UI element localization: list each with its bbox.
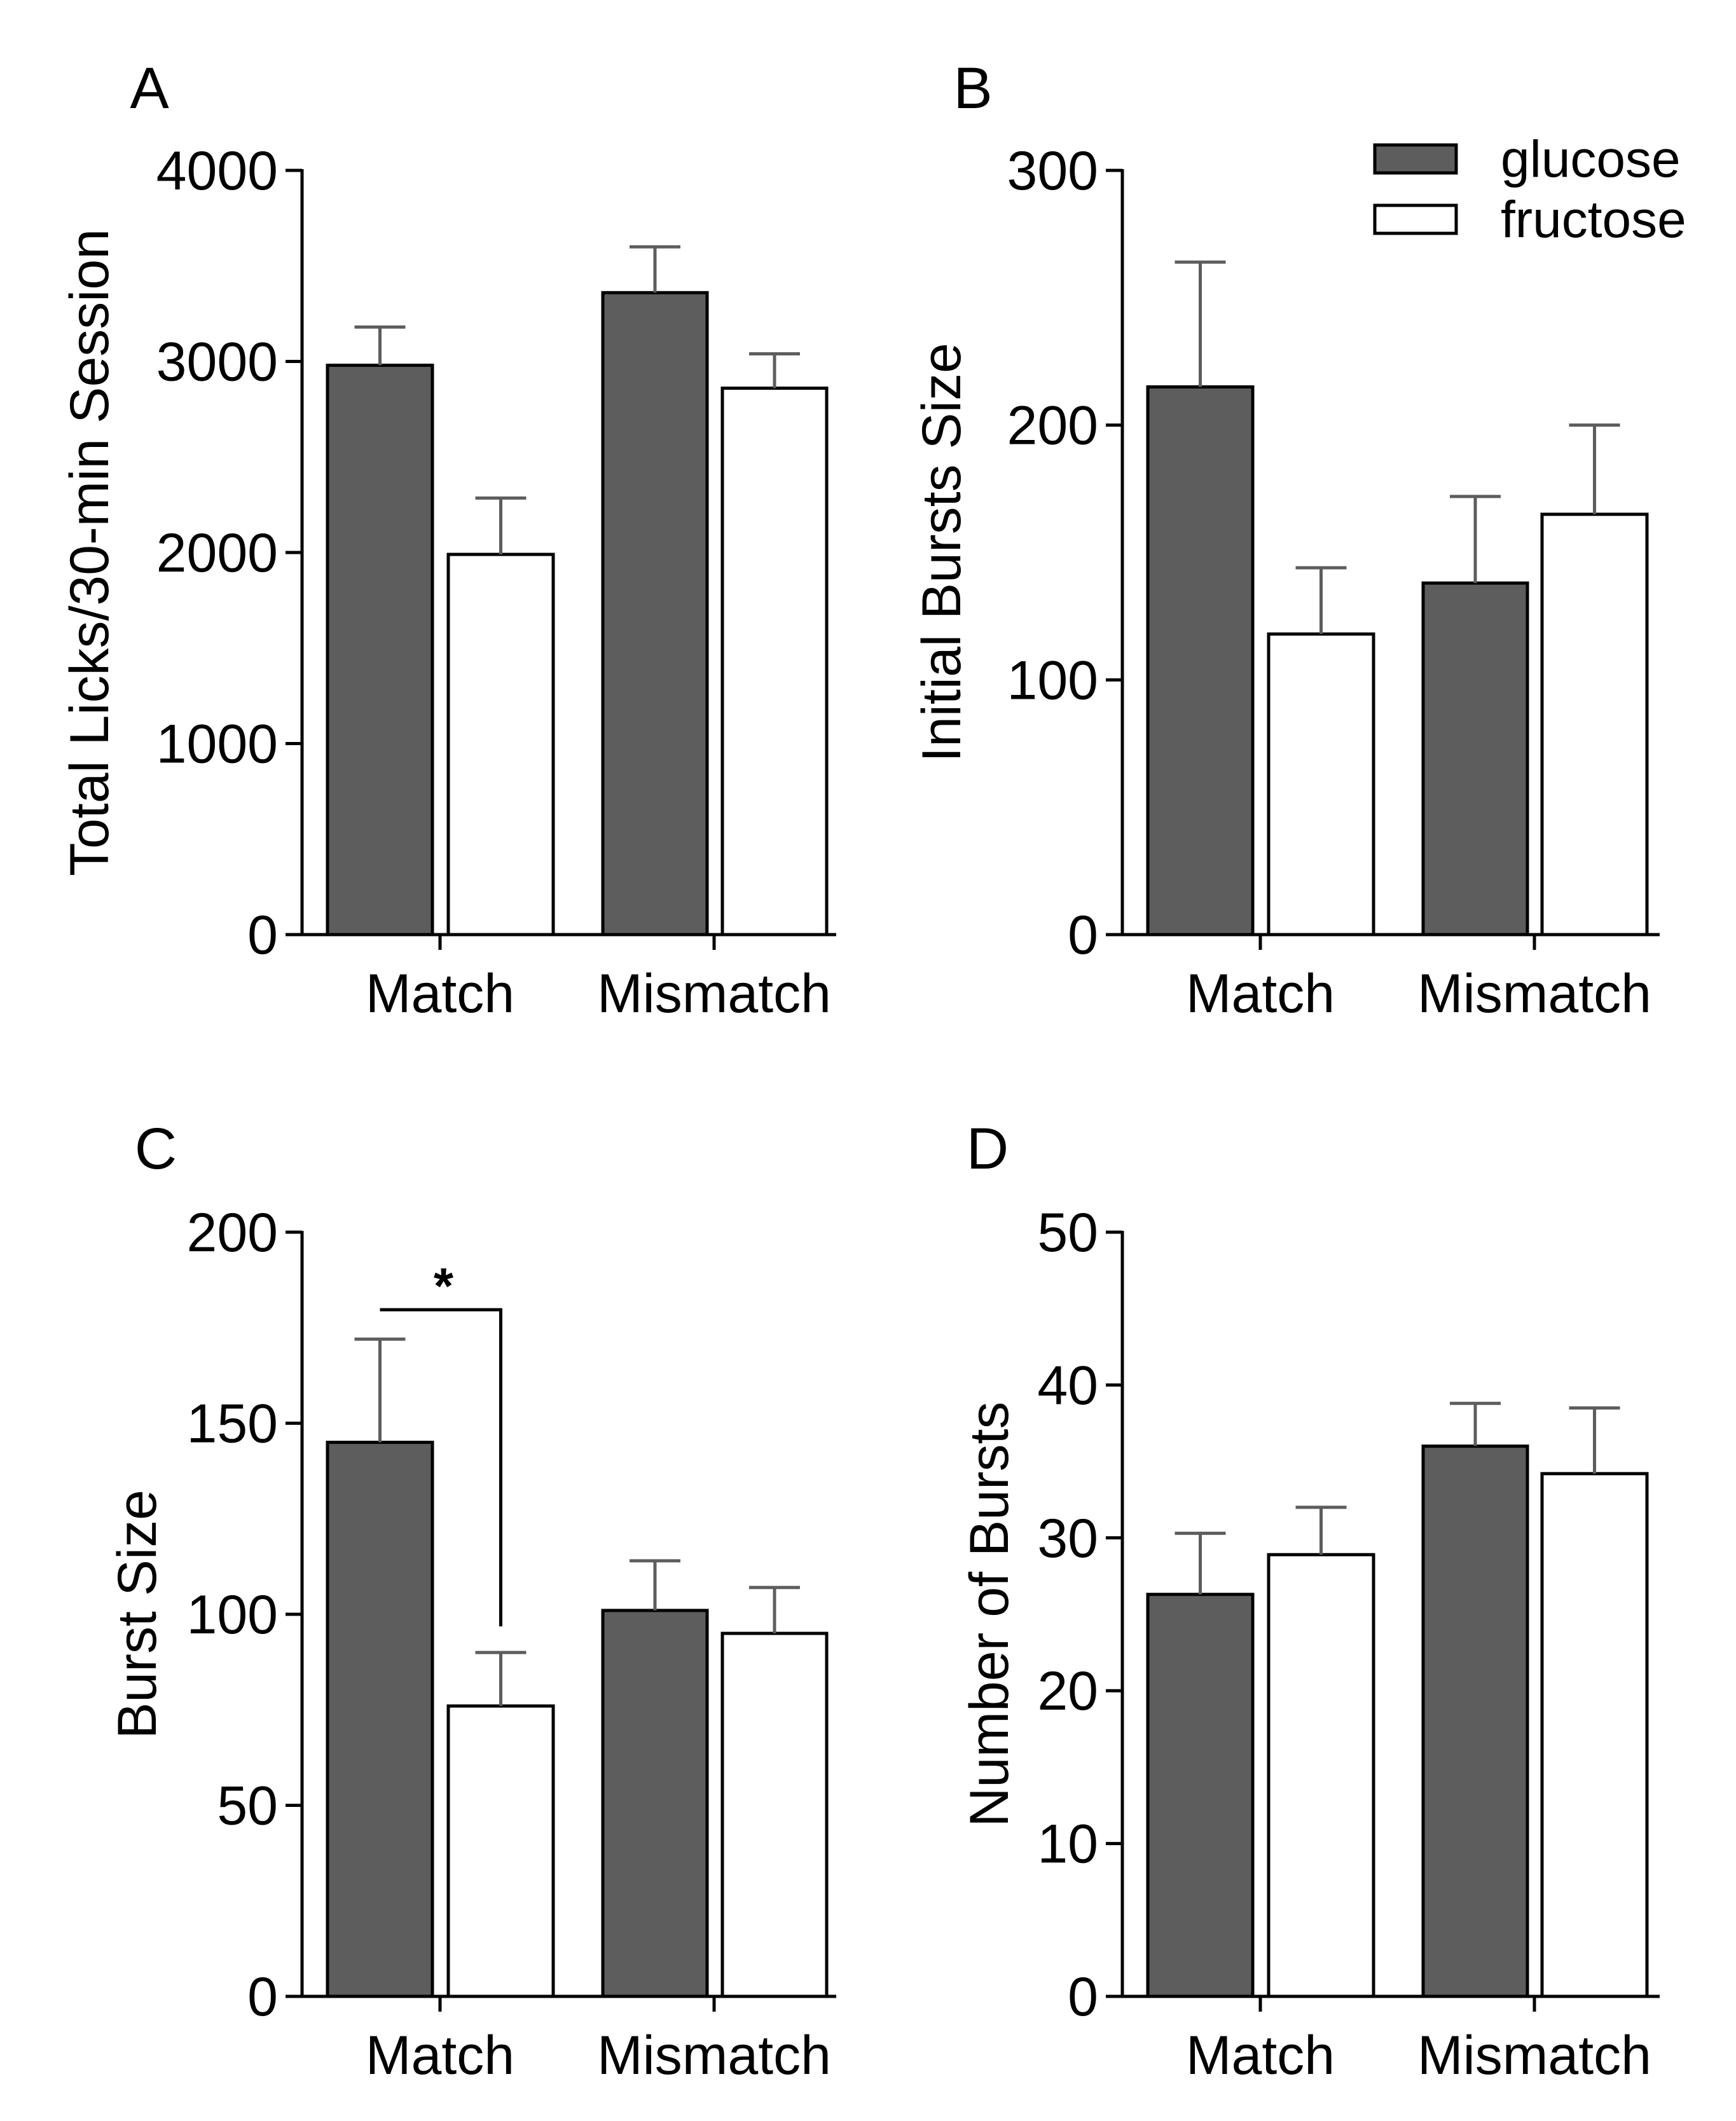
- legend-label-glucose: glucose: [1501, 130, 1681, 188]
- panel-label: A: [130, 56, 169, 121]
- bar-match-fructose: [446, 1704, 555, 1998]
- y-tick-label: 150: [187, 1394, 279, 1455]
- y-tick-label: 40: [1037, 1355, 1098, 1416]
- y-axis-title: Total Licks/30-min Session: [59, 229, 120, 876]
- bar-match-fructose: [446, 553, 555, 937]
- panel-label: B: [953, 56, 992, 121]
- legend-label-fructose: fructose: [1501, 191, 1686, 249]
- legend-item-glucose: glucose: [1373, 130, 1681, 188]
- x-category-label: Match: [1186, 963, 1335, 1024]
- legend-item-fructose: fructose: [1373, 191, 1686, 249]
- bar-match-glucose: [1146, 385, 1255, 937]
- y-tick-label: 200: [187, 1202, 279, 1263]
- error-bar-mismatch-glucose: [630, 1559, 680, 1610]
- significance-line: [380, 1308, 502, 1626]
- error-bar-mismatch-fructose: [1569, 1406, 1620, 1474]
- y-tick-label: 50: [1037, 1202, 1098, 1263]
- x-category-label: Mismatch: [1417, 963, 1651, 1024]
- panel-b: B Initial Bursts Size 0 100 200 300 Match Misma…: [911, 56, 1660, 1024]
- error-bar-match-fructose: [1295, 566, 1347, 635]
- bar-mismatch-glucose: [601, 1609, 709, 1998]
- y-tick-label: 0: [1068, 905, 1098, 966]
- x-category-label: Match: [366, 963, 514, 1024]
- error-bar-match-fructose: [1295, 1506, 1347, 1555]
- y-tick-label: 1000: [156, 714, 278, 775]
- y-tick-label: 300: [1007, 141, 1099, 202]
- y-tick-label: 3000: [156, 332, 278, 393]
- bar-match-glucose: [326, 364, 434, 937]
- y-tick-label: 0: [247, 1967, 278, 2028]
- bars: [326, 291, 829, 937]
- error-bar-match-glucose: [354, 325, 406, 366]
- error-bar-mismatch-fructose: [749, 352, 800, 388]
- bars: [1146, 1445, 1649, 1998]
- y-tick-label: 20: [1037, 1661, 1098, 1722]
- error-bars: [354, 1337, 800, 1706]
- y-tick-label: 4000: [156, 141, 278, 202]
- y-tick-label: 200: [1007, 395, 1099, 456]
- y-tick-label: 10: [1037, 1814, 1098, 1875]
- bar-mismatch-fructose: [1540, 512, 1649, 937]
- error-bar-match-glucose: [1175, 260, 1226, 387]
- panel-label: C: [135, 1116, 177, 1181]
- bar-mismatch-fructose: [720, 387, 829, 937]
- error-bar-match-glucose: [1175, 1532, 1226, 1595]
- error-bars: [1175, 260, 1620, 635]
- bars: [1146, 385, 1649, 937]
- error-bars: [1175, 1401, 1620, 1595]
- y-tick-label: 0: [247, 905, 278, 966]
- significance-asterisk: *: [434, 1258, 454, 1314]
- panel-a: A Total Licks/30-min Session 0 1000 2000 3000…: [59, 56, 836, 1024]
- y-axis-title: Initial Bursts Size: [911, 343, 972, 762]
- error-bar-mismatch-glucose: [630, 245, 680, 293]
- error-bar-mismatch-glucose: [1450, 1401, 1501, 1446]
- y-tick-label: 50: [217, 1776, 278, 1837]
- error-bar-match-fructose: [475, 1651, 527, 1706]
- error-bar-mismatch-glucose: [1450, 495, 1501, 584]
- y-tick-label: 0: [1068, 1967, 1098, 2028]
- y-tick-label: 100: [1007, 650, 1099, 711]
- error-bar-mismatch-fructose: [749, 1586, 800, 1634]
- bar-match-glucose: [1146, 1593, 1255, 1998]
- x-category-label: Match: [1186, 2025, 1335, 2086]
- legend-swatch-fructose: [1373, 203, 1458, 235]
- bar-match-glucose: [326, 1441, 434, 1998]
- bar-mismatch-fructose: [1540, 1472, 1649, 1998]
- significance-bracket: *: [380, 1258, 502, 1626]
- error-bar-mismatch-fructose: [1569, 423, 1620, 514]
- panel-label: D: [967, 1116, 1009, 1181]
- x-category-label: Mismatch: [597, 2025, 831, 2086]
- legend-swatch-glucose: [1373, 143, 1458, 175]
- bars: [326, 1441, 829, 1998]
- bar-match-fructose: [1267, 1553, 1375, 1998]
- y-tick-label: 30: [1037, 1508, 1098, 1569]
- x-category-label: Mismatch: [1417, 2025, 1651, 2086]
- x-category-label: Mismatch: [597, 963, 831, 1024]
- error-bar-match-glucose: [354, 1337, 406, 1443]
- bar-mismatch-glucose: [1421, 581, 1529, 937]
- panel-d: D Number of Bursts 0 10 20 30 40 50 Match Mismatc…: [959, 1116, 1660, 2086]
- bar-mismatch-glucose: [1421, 1445, 1529, 1998]
- x-category-label: Match: [366, 2025, 514, 2086]
- bar-mismatch-fructose: [720, 1631, 829, 1998]
- panel-c: C Burst Size 0 50 100 150 200 Match Mismatch *: [107, 1116, 836, 2086]
- y-tick-label: 2000: [156, 523, 278, 584]
- y-tick-label: 100: [187, 1584, 279, 1645]
- error-bar-match-fructose: [475, 496, 527, 555]
- bar-match-fructose: [1267, 632, 1375, 937]
- y-axis-title: Number of Bursts: [959, 1401, 1020, 1827]
- y-axis-title: Burst Size: [107, 1490, 168, 1739]
- bar-mismatch-glucose: [601, 291, 709, 937]
- error-bars: [354, 245, 800, 555]
